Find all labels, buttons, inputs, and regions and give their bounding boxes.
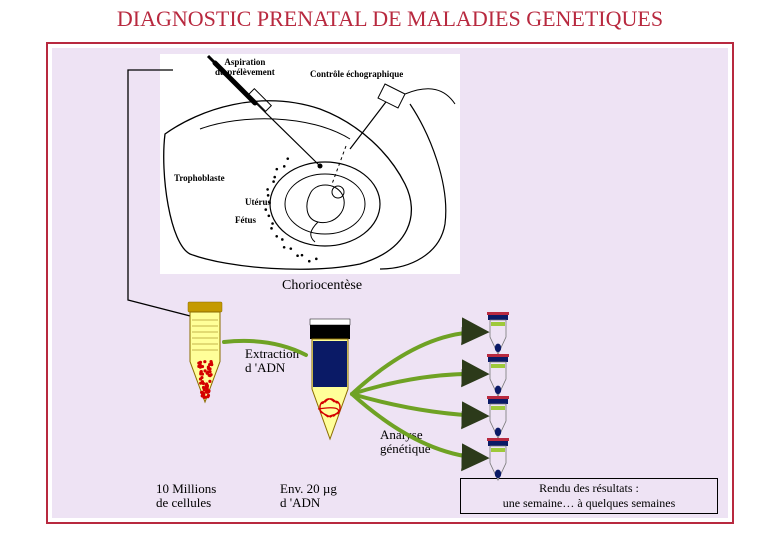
diagram-overlay <box>0 0 780 540</box>
